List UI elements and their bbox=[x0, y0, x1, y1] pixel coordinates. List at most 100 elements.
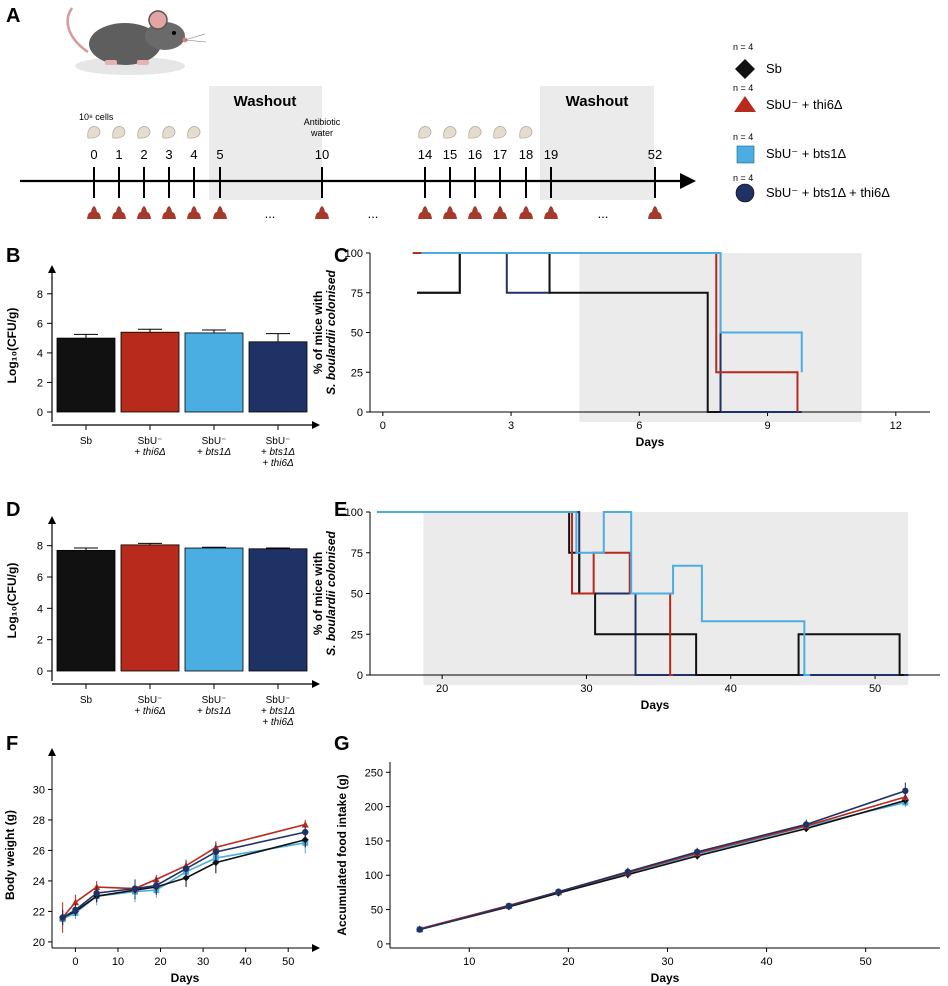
series-line-thi6 bbox=[419, 796, 906, 930]
series-line-thi6 bbox=[377, 511, 674, 676]
x-axis-label: Days bbox=[651, 971, 680, 985]
x-tick-label: 0 bbox=[72, 956, 78, 968]
series-line-bts1 bbox=[62, 842, 306, 920]
x-axis-arrow bbox=[312, 680, 320, 688]
timeline-day-4: 4 bbox=[190, 147, 197, 162]
series-line-sb bbox=[417, 252, 721, 413]
y-axis-label: Log₁₀(CFU/g) bbox=[5, 308, 19, 384]
shaded-period bbox=[423, 512, 909, 685]
x-tick-label: 40 bbox=[725, 683, 737, 695]
washout-label-2: Washout bbox=[566, 93, 629, 110]
legend-n-label-2: n = 4 bbox=[733, 83, 753, 93]
y-tick-label: 28 bbox=[33, 815, 45, 827]
timeline-day-1: 1 bbox=[115, 147, 122, 162]
marker-diamond bbox=[182, 874, 190, 882]
panel-label-b: B bbox=[6, 245, 20, 267]
y-tick-label: 150 bbox=[365, 836, 383, 848]
timeline-day-52: 52 bbox=[648, 147, 662, 162]
timeline-ellipsis-3: ... bbox=[598, 206, 609, 221]
x-axis-arrow bbox=[312, 421, 320, 429]
bar bbox=[248, 548, 308, 672]
bar bbox=[248, 341, 308, 413]
y-tick-label: 30 bbox=[33, 784, 45, 796]
timeline-ellipsis-2: ... bbox=[368, 206, 379, 221]
y-tick-label: 8 bbox=[37, 541, 43, 553]
feces-icon bbox=[544, 206, 558, 219]
marker-circle bbox=[302, 828, 309, 836]
antibiotic-label: Antibiotic bbox=[304, 117, 341, 127]
y-tick-label: 75 bbox=[351, 548, 363, 560]
x-tick-label: 9 bbox=[764, 420, 770, 432]
timeline-day-18: 18 bbox=[519, 147, 533, 162]
chart-e-colonisation: 0 25 50 75 100 20 30 40 50 Days % of mice with S. b… bbox=[311, 507, 940, 712]
capsule-icon bbox=[87, 126, 101, 139]
x-tick-label: + bts1Δ bbox=[261, 447, 296, 458]
y-tick-label: 0 bbox=[377, 939, 383, 951]
bar bbox=[56, 549, 116, 672]
y-tick-label: 2 bbox=[37, 635, 43, 647]
feces-icon bbox=[418, 206, 432, 219]
y-tick-label: 25 bbox=[351, 367, 363, 379]
bar bbox=[184, 547, 244, 672]
x-tick-label: 3 bbox=[508, 420, 514, 432]
marker-circle bbox=[93, 889, 100, 897]
y-axis-label: % of mice with bbox=[311, 291, 325, 374]
marker-circle bbox=[694, 848, 701, 856]
x-tick-label: 20 bbox=[154, 956, 166, 968]
marker-diamond bbox=[212, 859, 220, 867]
series-line-sb bbox=[62, 838, 306, 919]
y-tick-label: 200 bbox=[365, 802, 383, 814]
x-tick-label: 10 bbox=[463, 956, 475, 968]
marker-diamond bbox=[301, 836, 309, 844]
x-tick-label: 30 bbox=[661, 956, 673, 968]
marker-circle bbox=[803, 821, 810, 828]
x-tick-label: SbU⁻ bbox=[202, 436, 227, 447]
marker-circle bbox=[59, 914, 66, 921]
mouse-illustration bbox=[66, 7, 207, 75]
capsule-icon bbox=[137, 126, 151, 139]
legend-circle-icon bbox=[735, 183, 755, 203]
timeline-day-10: 10 bbox=[315, 147, 329, 162]
x-tick-label: SbU⁻ bbox=[266, 695, 291, 706]
series-line-sb bbox=[377, 511, 904, 676]
timeline-day-16: 16 bbox=[468, 147, 482, 162]
x-tick-label: SbU⁻ bbox=[266, 436, 291, 447]
legend-diamond-icon bbox=[735, 59, 755, 79]
legend-n-label-3: n = 4 bbox=[733, 132, 753, 142]
panel-label-a: A bbox=[6, 5, 20, 27]
timeline-day-0: 0 bbox=[90, 147, 97, 162]
capsule-icon bbox=[493, 126, 507, 139]
series-line-thi6 bbox=[62, 823, 306, 919]
y-tick-label: 4 bbox=[37, 603, 43, 615]
capsule-icon bbox=[468, 126, 482, 139]
y-tick-label: 0 bbox=[37, 666, 43, 678]
legend-square-icon bbox=[736, 145, 755, 164]
y-tick-label: 50 bbox=[351, 589, 363, 601]
feces-icon bbox=[112, 206, 126, 219]
washout-label-1: Washout bbox=[234, 93, 297, 110]
timeline-day-5: 5 bbox=[216, 147, 223, 162]
panel-label-c: C bbox=[334, 245, 348, 267]
chart-f-body-weight: 20 22 24 26 28 30 0 10 20 30 40 50 Days Body weight (… bbox=[3, 748, 320, 985]
antibiotic-label-2: water bbox=[310, 128, 333, 138]
feces-icon bbox=[443, 206, 457, 219]
legend-label-bts1: SbU⁻ + bts1Δ bbox=[766, 146, 847, 161]
feces-icon bbox=[648, 206, 662, 219]
x-tick-label: + thi6Δ bbox=[134, 447, 166, 458]
marker-circle bbox=[153, 882, 160, 889]
y-tick-label: 75 bbox=[351, 288, 363, 300]
y-axis-arrow bbox=[48, 748, 56, 756]
x-tick-label: SbU⁻ bbox=[138, 436, 163, 447]
x-tick-label: + bts1Δ bbox=[197, 706, 232, 717]
x-tick-label: + thi6Δ bbox=[262, 458, 294, 469]
timeline-day-19: 19 bbox=[544, 147, 558, 162]
y-axis-label: % of mice with bbox=[311, 552, 325, 635]
panel-label-d: D bbox=[6, 499, 20, 521]
marker-triangle bbox=[301, 821, 309, 828]
y-axis-arrow bbox=[48, 265, 56, 273]
x-axis-arrow bbox=[312, 944, 320, 952]
legend-label-sb: Sb bbox=[766, 61, 782, 76]
x-tick-label: 12 bbox=[890, 420, 902, 432]
